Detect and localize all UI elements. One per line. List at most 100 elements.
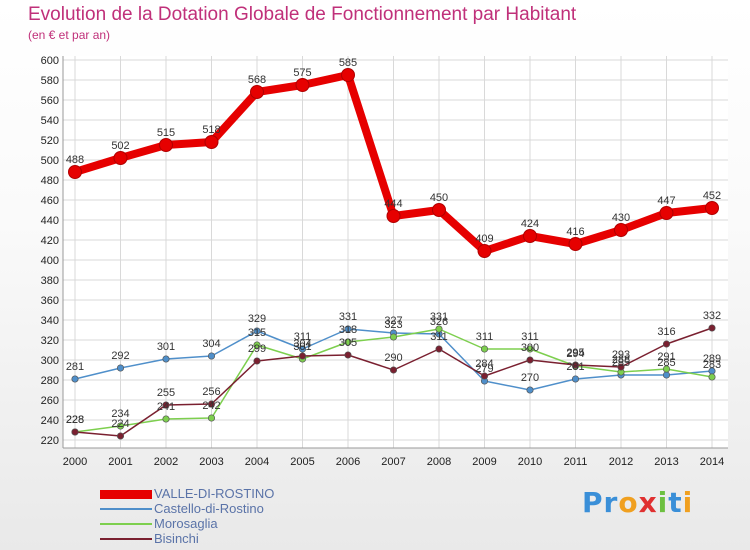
data-label: 305: [339, 337, 357, 349]
x-tick-label: 2009: [472, 456, 496, 468]
chart-subtitle: (en € et par an): [28, 28, 111, 42]
data-point: [523, 229, 537, 243]
data-label: 585: [339, 57, 357, 69]
data-label: 288: [612, 354, 630, 366]
data-label: 228: [66, 414, 84, 426]
data-point: [113, 151, 128, 165]
y-tick-label: 560: [41, 95, 59, 107]
legend-swatch: [100, 490, 152, 499]
data-point: [207, 400, 216, 408]
x-tick-label: 2008: [427, 456, 451, 468]
data-label: 409: [475, 233, 493, 245]
legend-swatch: [100, 538, 152, 540]
data-label: 316: [657, 326, 675, 338]
data-label: 444: [384, 198, 402, 210]
data-point: [204, 135, 219, 149]
y-tick-label: 300: [41, 355, 59, 367]
data-label: 311: [476, 331, 494, 343]
data-point: [432, 203, 446, 217]
data-label: 281: [66, 361, 84, 373]
y-tick-label: 320: [41, 335, 59, 347]
data-label: 228: [66, 414, 84, 426]
y-tick-label: 240: [41, 415, 59, 427]
data-point: [435, 325, 443, 333]
data-label: 295: [566, 347, 584, 359]
chart-title: Evolution de la Dotation Globale de Fonc…: [28, 4, 577, 25]
y-tick-label: 420: [41, 235, 59, 247]
data-point: [389, 366, 398, 374]
data-label: 450: [430, 192, 448, 204]
legend-label: Castello-di-Rostino: [154, 501, 264, 516]
data-label: 285: [657, 357, 675, 369]
data-point: [250, 85, 264, 99]
x-tick-label: 2002: [154, 456, 178, 468]
y-tick-label: 600: [41, 55, 59, 67]
data-label: 311: [430, 331, 448, 343]
data-point: [659, 206, 674, 220]
data-label: 575: [293, 67, 311, 79]
data-label: 331: [430, 311, 448, 323]
y-tick-label: 460: [41, 195, 59, 207]
data-point: [298, 345, 307, 353]
data-label: 281: [566, 361, 584, 373]
data-label: 300: [521, 342, 539, 354]
legend-swatch: [100, 508, 152, 510]
legend-label: Bisinchi: [154, 531, 199, 546]
data-label: 289: [703, 353, 721, 365]
data-point: [477, 244, 492, 258]
data-point: [162, 355, 170, 363]
data-label: 430: [612, 212, 630, 224]
data-label: 568: [248, 74, 266, 86]
data-point: [662, 365, 671, 373]
data-point: [162, 415, 170, 423]
data-point: [568, 237, 583, 251]
logo-letter: t: [668, 486, 683, 519]
y-tick-label: 540: [41, 115, 59, 127]
data-label: 304: [293, 338, 311, 350]
logo-letter: P: [582, 486, 604, 519]
data-point: [662, 340, 671, 348]
x-tick-label: 2012: [609, 456, 633, 468]
data-point: [662, 371, 671, 379]
logo-letter: r: [603, 486, 619, 519]
data-point: [159, 138, 173, 152]
data-label: 311: [521, 331, 539, 343]
legend-label: Morosaglia: [154, 516, 218, 531]
data-label: 285: [612, 357, 630, 369]
y-tick-label: 280: [41, 375, 59, 387]
data-label: 332: [703, 310, 721, 322]
x-tick-label: 2003: [199, 456, 223, 468]
data-label: 241: [157, 401, 175, 413]
data-point: [116, 432, 125, 440]
data-label: 283: [703, 359, 721, 371]
data-point: [386, 209, 401, 223]
data-label: 515: [157, 127, 175, 139]
data-label: 424: [521, 218, 539, 230]
data-point: [295, 78, 310, 92]
data-label: 329: [248, 313, 266, 325]
data-label: 270: [521, 372, 539, 384]
data-point: [344, 338, 352, 346]
data-point: [480, 345, 489, 353]
y-tick-label: 500: [41, 155, 59, 167]
data-point: [344, 351, 352, 359]
data-label: 299: [248, 343, 266, 355]
x-tick-label: 2005: [290, 456, 314, 468]
data-point: [68, 165, 82, 179]
data-point: [480, 372, 489, 380]
data-label: 292: [111, 350, 129, 362]
y-tick-label: 260: [41, 395, 59, 407]
data-label: 452: [703, 190, 721, 202]
y-tick-label: 520: [41, 135, 59, 147]
data-point: [298, 352, 307, 360]
legend-label: VALLE-DI-ROSTINO: [154, 486, 275, 501]
x-tick-label: 2013: [654, 456, 678, 468]
logo-letter: i: [657, 486, 669, 519]
data-point: [207, 414, 216, 422]
data-point: [341, 68, 355, 82]
data-label: 294: [566, 348, 584, 360]
data-point: [253, 357, 261, 365]
data-point: [116, 364, 125, 372]
data-point: [526, 356, 534, 364]
